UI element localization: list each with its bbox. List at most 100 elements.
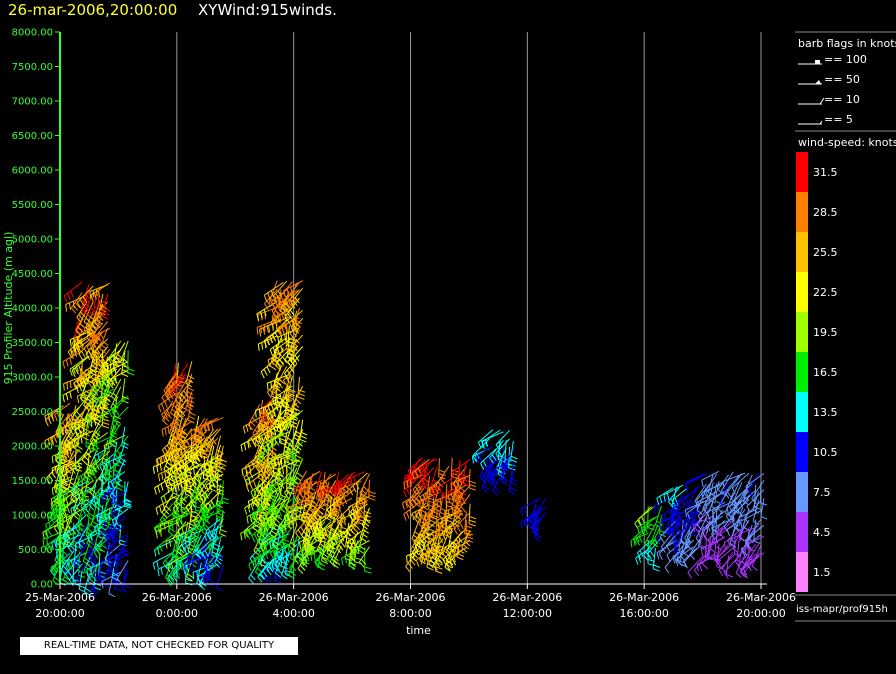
barb-flag <box>62 395 65 403</box>
barb-flag <box>256 327 259 335</box>
barb-flag <box>253 533 258 541</box>
barb-flag <box>83 455 90 462</box>
barb-flag <box>65 473 69 481</box>
barb-flag <box>56 498 60 506</box>
barb-flag <box>162 419 168 426</box>
barb-flag <box>76 316 82 323</box>
barb-flag <box>404 476 407 484</box>
barb-flag <box>246 516 249 524</box>
barb-flag <box>154 487 157 495</box>
barb-flag <box>72 488 75 496</box>
barb-flag <box>67 547 73 554</box>
barb-flag <box>83 478 90 484</box>
barb-flag <box>186 565 189 573</box>
barb-flag <box>61 428 63 436</box>
barb-flag <box>77 477 80 485</box>
wind-barb-81 <box>67 532 80 554</box>
barb-shaft <box>71 355 90 371</box>
barb-flag <box>189 469 192 477</box>
barb-flag <box>76 396 80 404</box>
barb-flag <box>74 439 79 447</box>
barb-flag <box>92 353 98 360</box>
barb-flag <box>91 322 96 330</box>
barb-flag <box>438 473 446 477</box>
barb-flag <box>270 445 277 451</box>
barb-flag <box>167 531 175 537</box>
barb-flag <box>297 487 300 495</box>
barb-flag <box>54 565 59 573</box>
barb-flag <box>54 496 56 504</box>
barb-flag <box>401 502 405 510</box>
barb-flag <box>49 516 54 523</box>
barb-flag <box>51 468 54 476</box>
barb-shaft <box>85 424 88 447</box>
barb-flag <box>67 561 70 569</box>
barb-flag <box>299 564 306 571</box>
barb-flag <box>76 302 82 309</box>
barb-flag <box>62 465 65 473</box>
barb-flag <box>67 293 71 301</box>
header-title: XYWind:915winds. <box>198 1 337 19</box>
wind-barb-183 <box>90 504 99 529</box>
barb-flag <box>352 485 357 493</box>
wind-barb-992 <box>364 547 372 574</box>
barb-flag <box>100 304 108 310</box>
barb-flag <box>108 563 112 572</box>
barb-flag <box>108 411 113 418</box>
barb-flag <box>426 497 428 505</box>
barb-flag <box>108 593 116 598</box>
barb-flag <box>89 403 93 411</box>
barb-flag <box>63 541 65 549</box>
barb-flag <box>258 409 261 417</box>
barb-flag <box>257 343 260 351</box>
barb-flag <box>251 535 256 543</box>
barb-flag <box>94 431 101 437</box>
barb-shaft <box>185 561 187 583</box>
barb-flag <box>93 586 101 591</box>
barb-flag <box>187 386 195 392</box>
barb-flag <box>60 454 66 461</box>
barb-flag <box>83 569 90 576</box>
barb-flag <box>90 356 96 363</box>
barb-flag <box>415 511 418 519</box>
barb-flag <box>50 438 55 446</box>
barb-flag <box>76 380 81 388</box>
barb-flag <box>299 542 302 550</box>
barb-flag <box>63 452 67 460</box>
barb-flag <box>66 532 70 540</box>
barb-flag <box>88 324 93 332</box>
barb-flag <box>88 338 93 345</box>
barb-flag <box>62 495 66 503</box>
wind-barb-193 <box>76 386 97 404</box>
barb-flag <box>263 324 266 332</box>
barb-shaft <box>63 281 83 297</box>
wind-barb-56 <box>60 550 75 575</box>
barb-flag <box>87 552 94 558</box>
barb-flag <box>266 325 269 333</box>
barb-flag <box>53 435 58 443</box>
wind-barb-230 <box>89 459 104 482</box>
barb-flag <box>105 463 108 471</box>
barb-flag <box>74 423 77 431</box>
barb-flag <box>60 449 67 456</box>
barb-flag <box>240 444 243 452</box>
barb-flag <box>65 517 69 525</box>
barb-flag <box>82 300 89 306</box>
barb-flag <box>89 475 95 482</box>
barb-flag <box>257 576 263 583</box>
barb-flag <box>368 497 376 501</box>
barb-flag <box>422 465 425 473</box>
barb-flag <box>89 534 93 542</box>
barb-flag <box>44 440 47 448</box>
barb-flag <box>90 592 96 599</box>
barb-flag <box>273 380 276 388</box>
barb-shaft <box>349 472 368 490</box>
barb-flag <box>243 443 247 451</box>
barb-flag <box>425 464 428 472</box>
barb-flag <box>350 529 357 536</box>
barb-flag <box>283 521 286 529</box>
wind-barb-185 <box>81 485 97 504</box>
barb-flag <box>266 383 269 391</box>
barb-flag <box>435 570 443 574</box>
